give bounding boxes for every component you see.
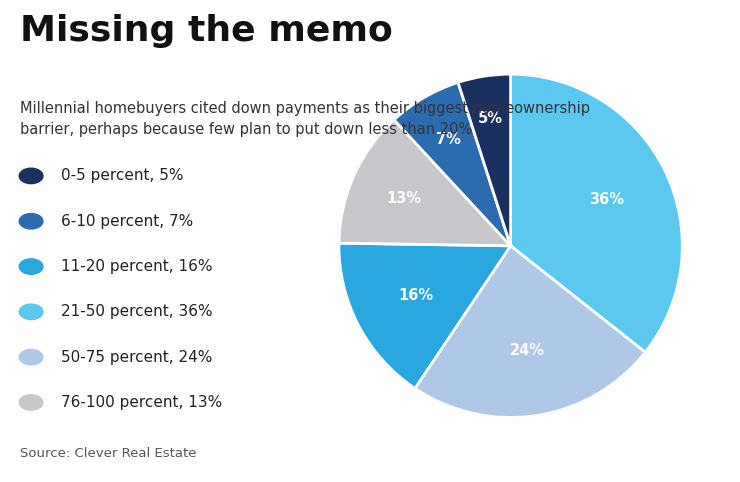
Wedge shape <box>415 246 645 417</box>
Text: 21-50 percent, 36%: 21-50 percent, 36% <box>61 304 213 320</box>
Wedge shape <box>394 82 511 246</box>
Text: 13%: 13% <box>386 191 422 206</box>
Text: 6-10 percent, 7%: 6-10 percent, 7% <box>61 214 194 229</box>
Wedge shape <box>339 120 511 246</box>
Text: 24%: 24% <box>510 344 545 359</box>
Text: 7%: 7% <box>436 132 461 147</box>
Text: 16%: 16% <box>399 288 434 303</box>
Text: 0-5 percent, 5%: 0-5 percent, 5% <box>61 168 184 184</box>
Text: Millennial homebuyers cited down payments as their biggest homeownership
barrier: Millennial homebuyers cited down payment… <box>20 101 590 137</box>
Wedge shape <box>339 243 511 388</box>
Text: 5%: 5% <box>478 111 503 126</box>
Wedge shape <box>458 74 511 246</box>
Text: 50-75 percent, 24%: 50-75 percent, 24% <box>61 349 213 365</box>
Text: 76-100 percent, 13%: 76-100 percent, 13% <box>61 395 223 410</box>
Text: Source: Clever Real Estate: Source: Clever Real Estate <box>20 447 197 460</box>
Wedge shape <box>511 74 682 352</box>
Text: Missing the memo: Missing the memo <box>20 14 393 49</box>
Text: 11-20 percent, 16%: 11-20 percent, 16% <box>61 259 213 274</box>
Text: 36%: 36% <box>589 192 624 207</box>
